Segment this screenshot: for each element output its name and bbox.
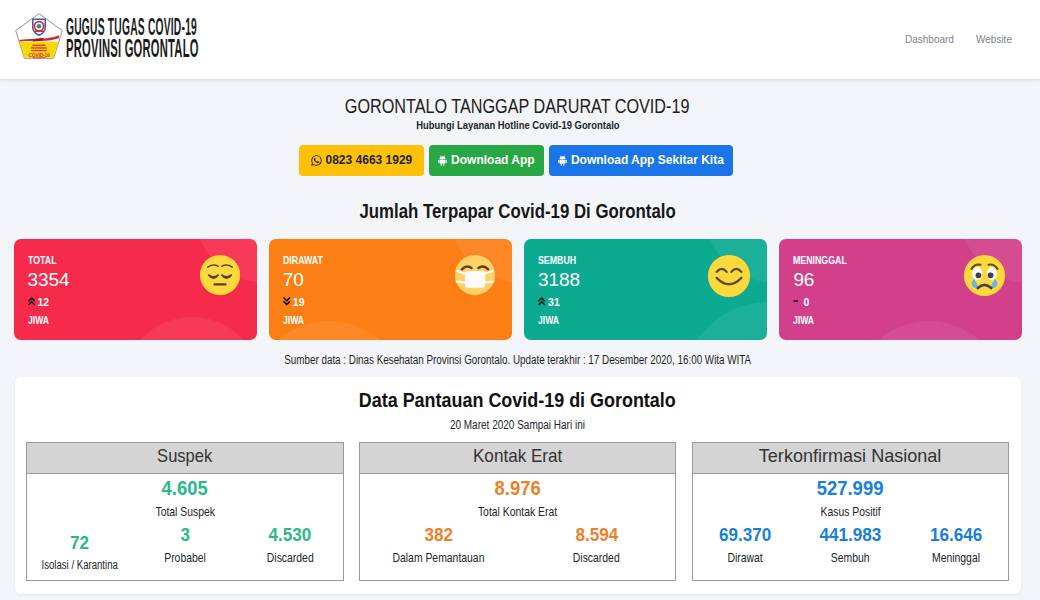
svg-text:COVID-19: COVID-19 [29, 53, 50, 58]
